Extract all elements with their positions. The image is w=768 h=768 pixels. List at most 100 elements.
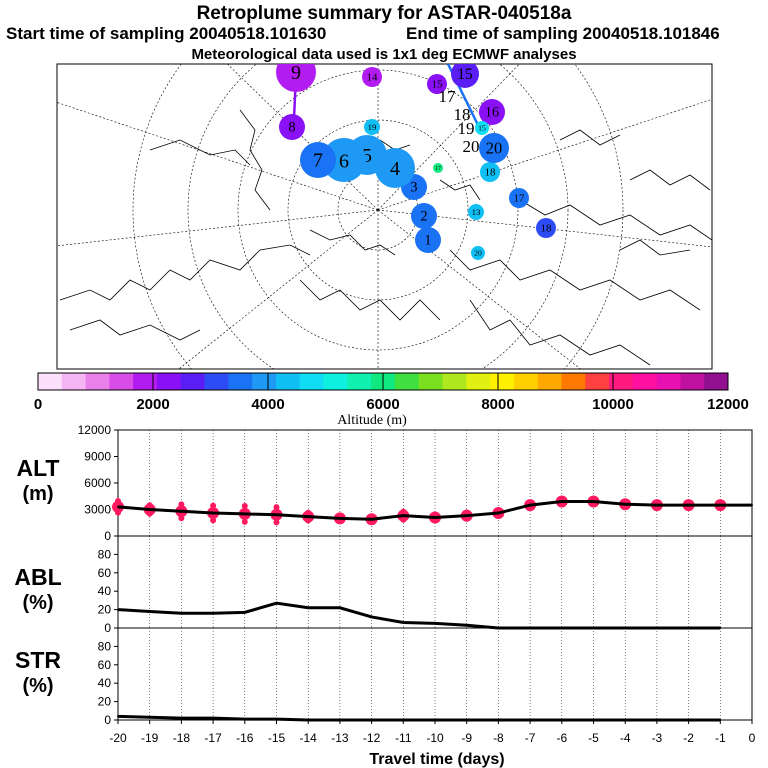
map-point-label: 19 xyxy=(368,122,377,132)
y-tick-label: 6000 xyxy=(84,476,111,490)
x-axis-label: Travel time (days) xyxy=(369,751,504,768)
series-line xyxy=(117,714,721,722)
map-point-label: 5 xyxy=(362,145,372,167)
map-point xyxy=(468,204,484,220)
alt-panel-label: ALT xyxy=(16,455,59,481)
abl-panel-unit: (%) xyxy=(22,592,53,614)
y-tick-label: 40 xyxy=(98,676,112,690)
data-point xyxy=(592,500,595,503)
colorbar-tick-label: 4000 xyxy=(251,396,284,413)
colorbar-segment xyxy=(133,373,158,390)
data-point xyxy=(751,504,753,507)
data-point xyxy=(687,504,690,507)
data-point xyxy=(465,514,468,517)
map-path-label: 18 xyxy=(454,105,471,124)
alt-panel-unit: (m) xyxy=(22,483,53,505)
data-point xyxy=(529,504,532,507)
y-tick-label: 9000 xyxy=(84,450,111,464)
altitude-colorbar: 0 2000 4000 6000 8000 10000 12000 xyxy=(34,372,749,413)
met-data-label: Meteorological data used is 1x1 deg ECMW… xyxy=(191,46,577,63)
x-tick-label: -3 xyxy=(652,731,663,745)
data-point xyxy=(370,518,373,521)
colorbar-tick-label: 8000 xyxy=(481,396,514,413)
map-point-label: 15 xyxy=(478,123,486,132)
y-tick-label: 40 xyxy=(98,584,112,598)
data-point xyxy=(275,513,278,516)
map-point-label: 6 xyxy=(339,151,349,173)
colorbar-tick-label: 0 xyxy=(34,396,42,413)
x-tick-label: -1 xyxy=(715,731,726,745)
data-point xyxy=(402,621,405,624)
str-panel-unit: (%) xyxy=(22,675,53,697)
data-point xyxy=(434,622,436,625)
x-tick-label: -8 xyxy=(493,731,504,745)
map-point xyxy=(479,133,509,163)
map-point-label: 18 xyxy=(541,223,553,235)
data-point xyxy=(560,500,563,503)
data-point xyxy=(117,608,119,611)
map-point-label: 7 xyxy=(313,149,323,171)
map-point-label: 14 xyxy=(367,72,379,84)
y-tick-label: 80 xyxy=(98,547,112,561)
colorbar-segment xyxy=(275,373,301,390)
map-point-label: 20 xyxy=(474,248,482,257)
x-tick-label: -15 xyxy=(268,731,286,745)
data-point xyxy=(180,717,183,720)
colorbar-tick-label: 10000 xyxy=(592,396,634,413)
map-coastlines xyxy=(59,109,712,366)
map-point xyxy=(427,74,447,94)
map-point-label: 15 xyxy=(432,79,444,91)
map-point-label: 15 xyxy=(457,66,473,83)
y-tick-label: 12000 xyxy=(78,423,112,437)
map-point xyxy=(471,246,485,260)
map-points: 1234567891719132018171815151416201517181… xyxy=(276,64,556,260)
data-point xyxy=(497,512,500,515)
data-point xyxy=(370,615,373,618)
map-point-label: 4 xyxy=(390,158,400,180)
map-point-label: 3 xyxy=(410,180,417,196)
colorbar-segment xyxy=(609,373,634,390)
colorbar-segment xyxy=(38,373,63,390)
data-point xyxy=(307,606,310,609)
map-point-label: 2 xyxy=(420,209,427,225)
map-point xyxy=(279,114,305,140)
x-tick-label: -20 xyxy=(109,731,127,745)
alt-particle xyxy=(400,508,407,515)
y-tick-label: 0 xyxy=(104,713,111,727)
data-point xyxy=(338,606,341,609)
data-point xyxy=(275,602,278,605)
map-point xyxy=(451,64,479,88)
map-point-label: 13 xyxy=(472,207,481,217)
map-point xyxy=(276,64,316,92)
end-time-label: End time of sampling 20040518.101846 xyxy=(406,24,720,43)
colorbar-segment xyxy=(347,373,372,390)
colorbar-segment xyxy=(204,373,229,390)
map-point-label: 17 xyxy=(435,166,441,172)
y-tick-label: 20 xyxy=(98,695,112,709)
data-point xyxy=(307,515,310,518)
y-tick-label: 60 xyxy=(98,658,112,672)
y-tick-label: 80 xyxy=(98,639,112,653)
data-point xyxy=(212,612,215,615)
x-tick-label: -16 xyxy=(236,731,254,745)
colorbar-segment xyxy=(252,373,277,390)
data-point xyxy=(180,612,183,615)
map-point xyxy=(322,138,366,182)
map-point xyxy=(433,163,443,173)
data-point xyxy=(212,717,215,720)
colorbar-segment xyxy=(299,373,325,390)
map-point xyxy=(479,99,505,125)
map-panel: 1234567891719132018171815151416201517181… xyxy=(56,63,713,370)
x-tick-label: 0 xyxy=(749,731,756,745)
data-point xyxy=(402,514,405,517)
data-point xyxy=(148,610,151,613)
x-tick-label: -13 xyxy=(331,731,349,745)
series-line xyxy=(117,601,721,630)
x-tick-label: -2 xyxy=(683,731,694,745)
colorbar-segment xyxy=(228,373,253,390)
data-point xyxy=(434,516,436,519)
colorbar-segment xyxy=(513,373,539,390)
colorbar-segment xyxy=(109,373,134,390)
map-graticule xyxy=(57,64,712,369)
